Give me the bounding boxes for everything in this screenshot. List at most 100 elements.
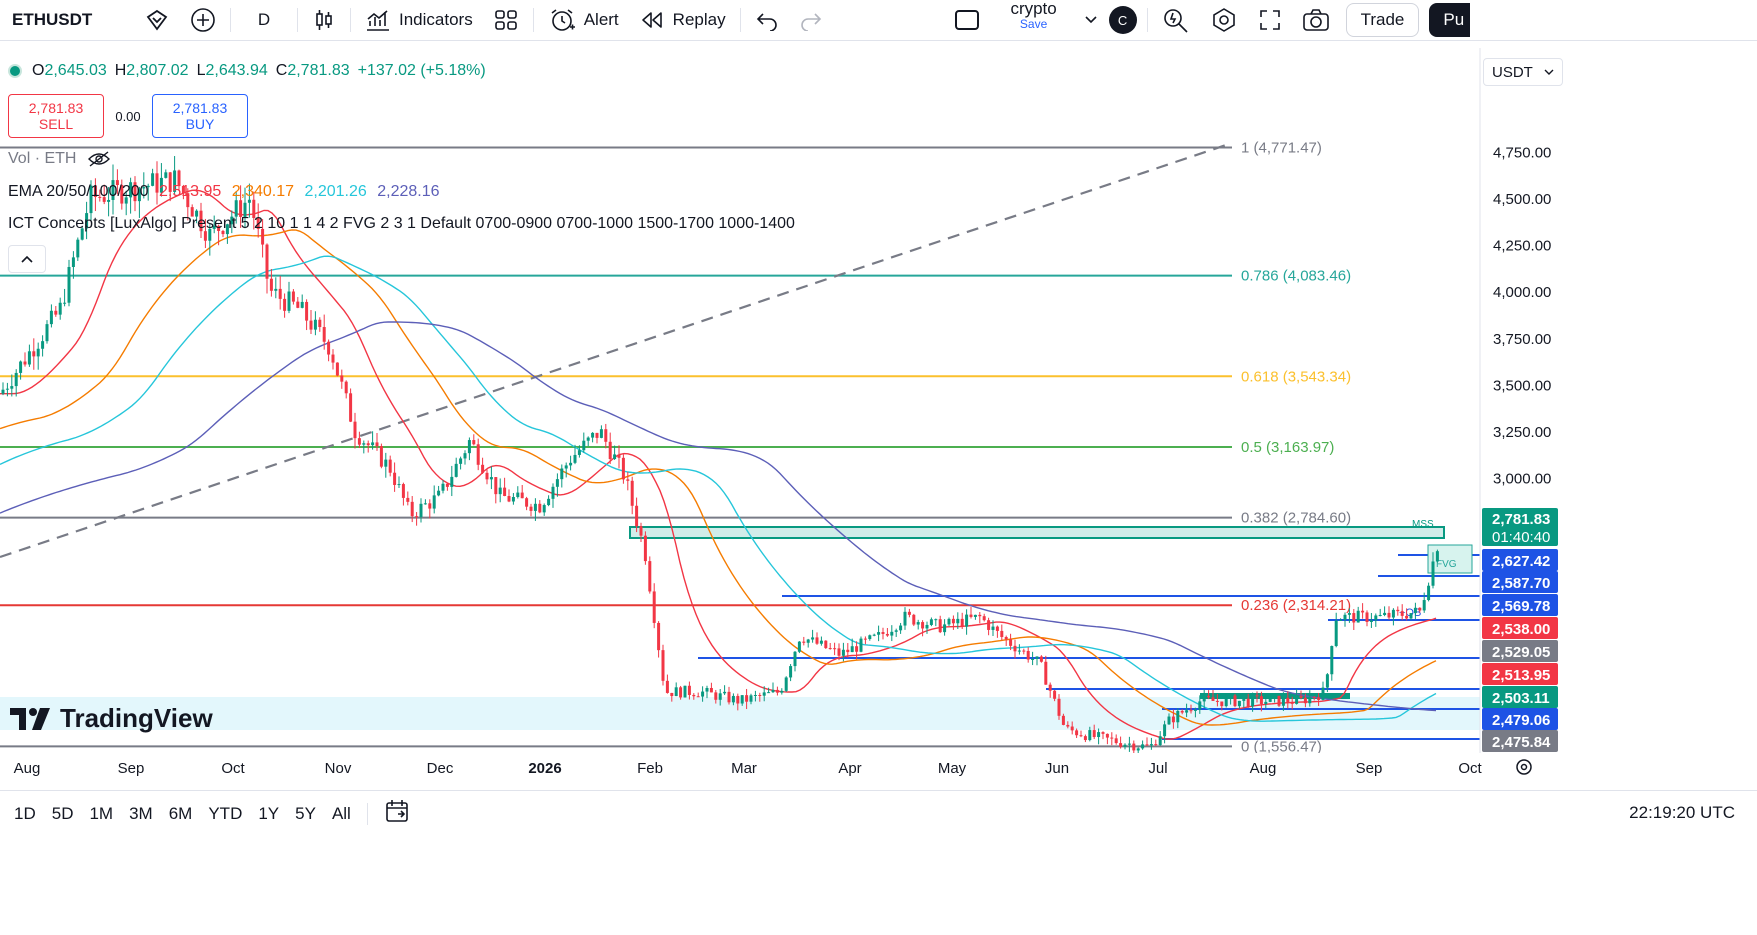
candle-up bbox=[432, 495, 436, 509]
divider bbox=[1146, 8, 1148, 32]
settings-icon[interactable] bbox=[1200, 0, 1248, 40]
axis-settings-icon[interactable] bbox=[1516, 759, 1532, 775]
quick-search-icon[interactable] bbox=[1152, 0, 1200, 40]
eye-hidden-icon[interactable] bbox=[87, 151, 111, 167]
low-label: L bbox=[196, 62, 206, 79]
symbol-search[interactable]: ETHUSDT bbox=[12, 10, 93, 29]
ict-legend[interactable]: ICT Concepts [LuxAlgo] Present 5 2 10 1 … bbox=[8, 215, 795, 232]
price-axis-tick: 4,750.00 bbox=[1493, 145, 1551, 162]
candle-down bbox=[265, 244, 269, 279]
candle-up bbox=[806, 639, 810, 643]
candle-up bbox=[683, 685, 687, 698]
redo-icon[interactable] bbox=[789, 0, 833, 40]
candle-up bbox=[1383, 612, 1387, 616]
user-avatar[interactable]: C bbox=[1103, 0, 1143, 40]
candle-up bbox=[1176, 710, 1180, 723]
price-chart[interactable]: 1 (4,771.47) 0.786 (4,083.46) 0.618 (3,543… bbox=[0, 48, 1757, 853]
candle-up bbox=[1163, 724, 1167, 737]
candle-down bbox=[1365, 612, 1369, 622]
time-axis-label: Oct bbox=[221, 760, 245, 777]
fullscreen-icon[interactable] bbox=[1248, 0, 1292, 40]
candle-up bbox=[397, 484, 401, 486]
candle-up bbox=[498, 487, 502, 495]
candle-up bbox=[1, 389, 5, 394]
volume-legend[interactable]: Vol · ETH bbox=[8, 150, 111, 168]
ema-legend[interactable]: EMA 20/50/100/200 2,513.95 2,340.17 2,20… bbox=[8, 183, 440, 201]
currency-select[interactable]: USDT bbox=[1483, 58, 1563, 86]
market-status-dot bbox=[8, 64, 22, 78]
trade-button[interactable]: Trade bbox=[1345, 3, 1420, 37]
candles-icon[interactable] bbox=[302, 0, 346, 40]
time-axis-label: Mar bbox=[731, 760, 757, 777]
candle-down bbox=[687, 685, 691, 695]
goto-date-icon[interactable] bbox=[376, 798, 418, 829]
candle-down bbox=[1079, 735, 1083, 737]
candle-down bbox=[1145, 744, 1149, 746]
layout-name: crypto bbox=[1010, 0, 1057, 18]
candle-down bbox=[696, 696, 700, 698]
candle-down bbox=[960, 618, 964, 627]
candle-up bbox=[890, 631, 894, 636]
candle-down bbox=[296, 301, 300, 308]
candle-up bbox=[1378, 615, 1382, 617]
candle-up bbox=[36, 348, 40, 357]
range-ytd[interactable]: YTD bbox=[208, 803, 243, 823]
candle-down bbox=[340, 375, 344, 382]
candle-up bbox=[1281, 697, 1285, 706]
candle-up bbox=[230, 216, 234, 225]
candle-up bbox=[872, 634, 876, 636]
chevron-down-icon bbox=[1544, 69, 1554, 75]
candle-up bbox=[129, 182, 133, 198]
candle-down bbox=[1105, 733, 1109, 738]
collapse-legend-button[interactable] bbox=[8, 245, 46, 273]
candle-down bbox=[1057, 698, 1061, 716]
fvg-label: FVG bbox=[1436, 559, 1457, 570]
candle-down bbox=[32, 351, 36, 357]
sell-button[interactable]: 2,781.83 SELL bbox=[8, 94, 104, 138]
range-3m[interactable]: 3M bbox=[129, 803, 153, 823]
layout-select-button[interactable] bbox=[945, 0, 989, 40]
candle-up bbox=[947, 618, 951, 625]
candle-down bbox=[239, 200, 243, 217]
candle-down bbox=[1277, 695, 1281, 706]
interval-button[interactable]: D bbox=[257, 10, 271, 29]
ema50-line bbox=[0, 229, 1437, 726]
range-1d[interactable]: 1D bbox=[14, 803, 36, 823]
candle-up bbox=[76, 239, 80, 258]
buy-button[interactable]: 2,781.83 BUY bbox=[152, 94, 248, 138]
indicators-button[interactable]: Indicators bbox=[355, 0, 483, 40]
price-tag-value: 2,587.70 bbox=[1492, 575, 1550, 592]
candle-up bbox=[362, 443, 366, 445]
chevron-down-icon[interactable] bbox=[1079, 0, 1103, 40]
symbol-info-icon[interactable] bbox=[134, 0, 180, 40]
candle-up bbox=[516, 492, 520, 498]
trade-panel: 2,781.83 SELL 0.00 2,781.83 BUY bbox=[8, 94, 248, 138]
time-axis-label: Aug bbox=[14, 760, 41, 777]
time-axis-background bbox=[0, 753, 1757, 790]
candle-down bbox=[635, 505, 639, 527]
range-all[interactable]: All bbox=[331, 803, 351, 823]
publish-button[interactable]: Pu bbox=[1429, 3, 1471, 37]
alert-button[interactable]: Alert bbox=[538, 0, 629, 40]
candle-down bbox=[217, 225, 221, 231]
layout-name-button[interactable]: crypto Save bbox=[989, 0, 1079, 40]
range-6m[interactable]: 6M bbox=[168, 803, 193, 823]
range-1y[interactable]: 1Y bbox=[258, 803, 280, 823]
templates-icon[interactable] bbox=[483, 0, 529, 40]
replay-button[interactable]: Replay bbox=[629, 0, 736, 40]
candle-up bbox=[718, 693, 722, 700]
candle-up bbox=[1391, 609, 1395, 618]
candle-down bbox=[1154, 744, 1158, 746]
candle-up bbox=[762, 692, 766, 696]
candle-down bbox=[388, 459, 392, 473]
candle-up bbox=[212, 225, 216, 229]
candle-up bbox=[423, 503, 427, 505]
divider bbox=[366, 802, 368, 825]
camera-icon[interactable] bbox=[1292, 0, 1340, 40]
utc-clock[interactable]: 22:19:20 UTC bbox=[1629, 803, 1735, 822]
range-5y[interactable]: 5Y bbox=[295, 803, 316, 823]
range-5d[interactable]: 5D bbox=[51, 803, 74, 823]
undo-icon[interactable] bbox=[745, 0, 789, 40]
range-1m[interactable]: 1M bbox=[89, 803, 114, 823]
compare-add-icon[interactable] bbox=[180, 0, 226, 40]
